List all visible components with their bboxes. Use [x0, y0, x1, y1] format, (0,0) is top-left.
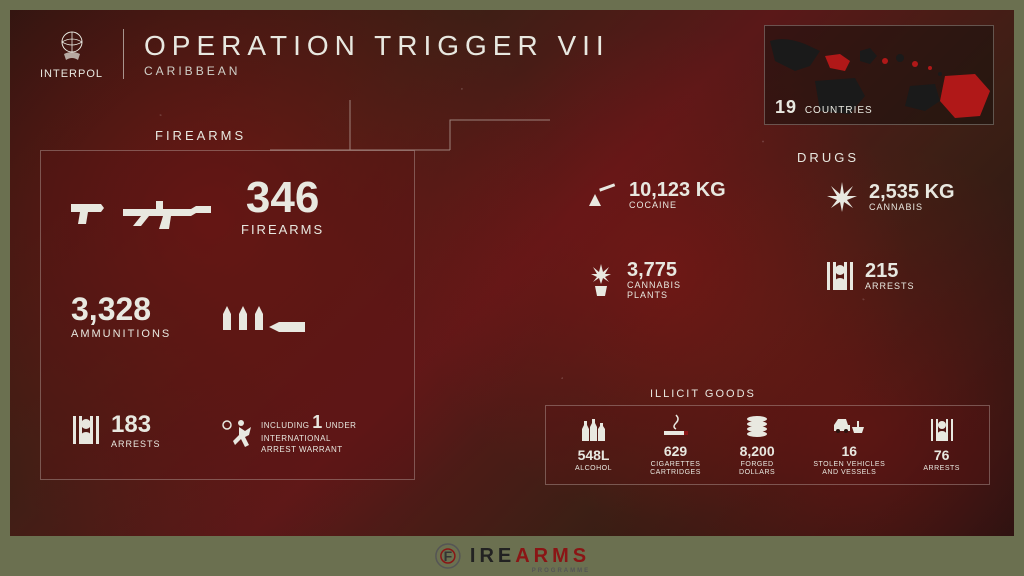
title-block: OPERATION TRIGGER VII CARIBBEAN: [144, 30, 610, 78]
drugs-section-label: DRUGS: [797, 150, 859, 165]
illicit-panel: 548L ALCOHOL 629 CIGARETTESCARTRIDGES 8,…: [545, 405, 990, 485]
rifle-icon: [121, 191, 216, 236]
bullet-icon: [269, 320, 309, 334]
vehicle-vessel-icon: [832, 413, 866, 439]
header-divider: [123, 29, 124, 79]
plant-pot-icon: [585, 262, 617, 298]
cocaine-stat: 10,123 KG COCAINE: [585, 180, 726, 210]
forged-dollars-stat: 8,200 FORGEDDOLLARS: [739, 413, 775, 478]
firearms-arrests: 183 ARRESTS: [71, 411, 161, 449]
drugs-arrests-stat: 215 ARRESTS: [825, 260, 915, 292]
bullet-icon: [237, 306, 249, 334]
ammo-num: 3,328: [71, 291, 171, 328]
interpol-logo: INTERPOL: [40, 28, 103, 80]
firearms-section-label: FIREARMS: [155, 128, 246, 143]
ammo-count: 3,328 AMMUNITIONS: [71, 291, 171, 340]
bullet-icon: [221, 306, 233, 334]
bullet-icons: [221, 306, 309, 334]
infographic-frame: INTERPOL OPERATION TRIGGER VII CARIBBEAN…: [10, 10, 1014, 536]
arrest-icon: [929, 417, 955, 443]
arrest-icon: [71, 414, 101, 446]
drugs-panel: 10,123 KG COCAINE 2,535 KG CANNABIS 3,77…: [545, 170, 990, 365]
map-panel: 19 COUNTRIES: [764, 25, 994, 125]
cannabis-stat: 2,535 KG CANNABIS: [825, 180, 955, 214]
cigarette-icon: [662, 413, 690, 439]
bullet-icon: [253, 306, 265, 334]
firearms-num: 346: [246, 176, 319, 220]
cocaine-icon: [585, 180, 619, 210]
bottles-icon: [580, 417, 608, 443]
handcuffs-running-icon: [221, 417, 253, 449]
footer-brand: F IREARMS PROGRAMME: [434, 542, 590, 570]
firearms-count: 346 FIREARMS: [241, 176, 324, 237]
arrest-icon: [825, 260, 855, 292]
brand-text: IREARMS PROGRAMME: [470, 545, 590, 568]
warrant-text: INCLUDING 1 UNDER INTERNATIONAL ARREST W…: [261, 411, 356, 455]
illicit-section-label: ILLICIT GOODS: [650, 388, 756, 400]
countries-label: COUNTRIES: [805, 105, 873, 116]
vehicles-stat: 16 STOLEN VEHICLESAND VESSELS: [813, 413, 885, 478]
globe-icon: [54, 28, 90, 64]
main-title: OPERATION TRIGGER VII: [144, 30, 610, 62]
cannabis-plants-stat: 3,775 CANNABIS PLANTS: [585, 260, 681, 300]
firearms-arrests-num: 183: [111, 411, 161, 439]
firearms-label: FIREARMS: [241, 222, 324, 237]
pistol-icon: [66, 196, 111, 231]
cannabis-leaf-icon: [825, 180, 859, 214]
firearms-panel: 346 FIREARMS 3,328 AMMUNITIONS 183 ARRES…: [40, 150, 415, 480]
svg-text:F: F: [444, 548, 453, 564]
countries-count: 19 COUNTRIES: [775, 97, 873, 118]
money-stack-icon: [743, 413, 771, 439]
org-label: INTERPOL: [40, 68, 103, 80]
subtitle: CARIBBEAN: [144, 64, 610, 78]
firearms-programme-logo-icon: F: [434, 542, 462, 570]
alcohol-stat: 548L ALCOHOL: [575, 417, 612, 473]
illicit-arrests-stat: 76 ARRESTS: [923, 417, 960, 473]
cigarettes-stat: 629 CIGARETTESCARTRIDGES: [650, 413, 701, 478]
countries-num: 19: [775, 97, 797, 117]
warrant-info: INCLUDING 1 UNDER INTERNATIONAL ARREST W…: [221, 411, 356, 455]
firearm-icons: [66, 191, 216, 236]
firearms-arrests-label: ARRESTS: [111, 439, 161, 449]
header: INTERPOL OPERATION TRIGGER VII CARIBBEAN: [40, 28, 610, 80]
ammo-label: AMMUNITIONS: [71, 328, 171, 340]
